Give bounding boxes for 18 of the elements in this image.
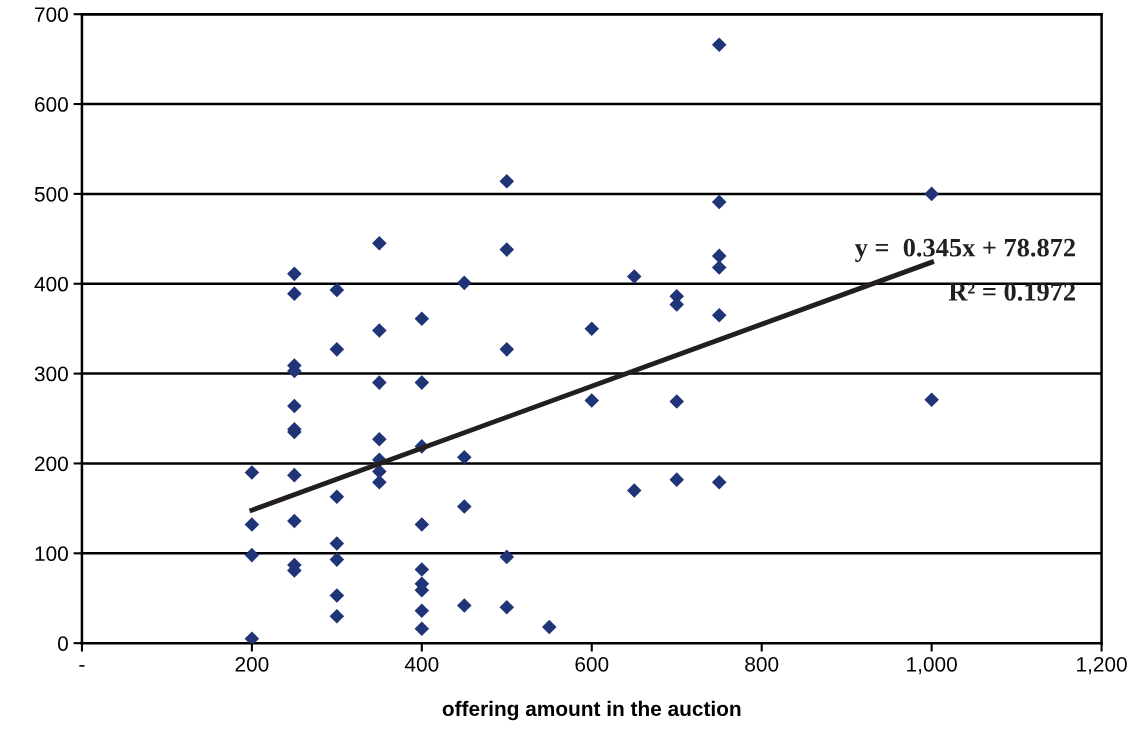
x-axis-title: offering amount in the auction — [442, 700, 741, 721]
y-tick-label: 100 — [35, 546, 68, 562]
x-tick-label: 1,200 — [1077, 656, 1127, 675]
x-tick-label: 200 — [235, 656, 269, 672]
x-tick-label: 800 — [745, 656, 779, 672]
x-tick-label: 400 — [404, 656, 439, 672]
annotation: R² = 0.1972 — [948, 282, 1075, 301]
x-tick-label: 600 — [575, 656, 609, 672]
y-tick-label: 400 — [34, 276, 68, 292]
x-tick-label: - — [79, 665, 85, 667]
x-tick-label: 1,000 — [907, 656, 957, 675]
y-tick-label: 200 — [35, 456, 68, 472]
y-tick-label: 300 — [34, 366, 68, 382]
y-tick-label: 700 — [35, 7, 68, 22]
y-tick-label: 500 — [34, 186, 68, 202]
y-tick-label: 600 — [35, 97, 68, 112]
y-tick-label: 0 — [57, 636, 68, 651]
annotation: y = 0.345x + 78.872 — [854, 238, 1075, 263]
